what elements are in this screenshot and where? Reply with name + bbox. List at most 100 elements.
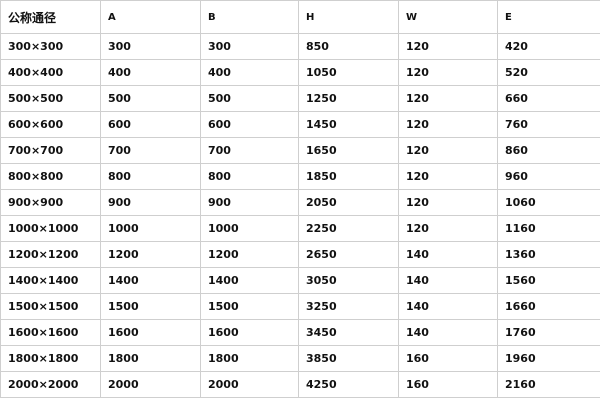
table-cell: 1160 xyxy=(497,215,600,243)
table-cell: 600 xyxy=(200,111,299,139)
table-cell: 3050 xyxy=(298,267,399,295)
table-row: 600×600 600 600 1450 120 760 xyxy=(0,111,600,139)
header-row: 公称通径 A B H W E xyxy=(0,0,600,35)
table-cell: 1400 xyxy=(200,267,299,295)
table-cell: 1500 xyxy=(100,293,201,321)
table-cell: 700 xyxy=(200,137,299,165)
table-cell: 500 xyxy=(200,85,299,113)
table-cell: 120 xyxy=(398,33,498,61)
table-cell: 1250 xyxy=(298,85,399,113)
table-cell: 1650 xyxy=(298,137,399,165)
table-cell: 700 xyxy=(100,137,201,165)
table-cell: 160 xyxy=(398,345,498,372)
table-cell: 900 xyxy=(200,189,299,217)
table-cell: 1000 xyxy=(200,215,299,243)
table-cell: 760 xyxy=(497,111,600,139)
table-cell: 2000 xyxy=(100,370,201,399)
table-cell: 1200×1200 xyxy=(0,241,101,269)
table-cell: 1960 xyxy=(497,345,600,372)
table-cell: 160 xyxy=(398,370,498,399)
table-cell: 800×800 xyxy=(0,163,101,191)
table-cell: 1500×1500 xyxy=(0,293,101,321)
table-cell: 400 xyxy=(100,59,201,87)
table-cell: 1360 xyxy=(497,241,600,269)
table-cell: 120 xyxy=(398,111,498,139)
header-cell: H xyxy=(298,0,399,35)
table-cell: 400 xyxy=(200,59,299,87)
table-cell: 1560 xyxy=(497,267,600,295)
table-cell: 120 xyxy=(398,163,498,191)
table-cell: 1660 xyxy=(497,293,600,321)
table-cell: 900×900 xyxy=(0,189,101,217)
table-cell: 120 xyxy=(398,189,498,217)
table-cell: 1600 xyxy=(100,319,201,347)
table-cell: 900 xyxy=(100,189,201,217)
table-cell: 1000 xyxy=(100,215,201,243)
table-cell: 120 xyxy=(398,215,498,243)
table-cell: 500 xyxy=(100,85,201,113)
table-cell: 1800 xyxy=(200,345,299,372)
table-cell: 140 xyxy=(398,293,498,321)
table-cell: 300 xyxy=(200,33,299,61)
table-cell: 1760 xyxy=(497,319,600,347)
table-cell: 1850 xyxy=(298,163,399,191)
table-cell: 140 xyxy=(398,319,498,347)
table-row: 1800×1800 1800 1800 3850 160 1960 xyxy=(0,345,600,372)
table-row: 700×700 700 700 1650 120 860 xyxy=(0,137,600,165)
table-cell: 2000 xyxy=(200,370,299,399)
table-cell: 1400×1400 xyxy=(0,267,101,295)
table-cell: 2250 xyxy=(298,215,399,243)
table-cell: 120 xyxy=(398,59,498,87)
table-cell: 2160 xyxy=(497,370,600,399)
table-cell: 700×700 xyxy=(0,137,101,165)
table-cell: 860 xyxy=(497,137,600,165)
table-cell: 800 xyxy=(100,163,201,191)
table-cell: 600 xyxy=(100,111,201,139)
table-cell: 3850 xyxy=(298,345,399,372)
table-cell: 960 xyxy=(497,163,600,191)
header-cell: W xyxy=(398,0,498,35)
table-cell: 1000×1000 xyxy=(0,215,101,243)
table-cell: 300 xyxy=(100,33,201,61)
header-cell: E xyxy=(497,0,600,35)
table-cell: 1050 xyxy=(298,59,399,87)
table-row: 1400×1400 1400 1400 3050 140 1560 xyxy=(0,267,600,295)
header-cell: 公称通径 xyxy=(0,0,101,35)
table-row: 1500×1500 1500 1500 3250 140 1660 xyxy=(0,293,600,321)
table-row: 2000×2000 2000 2000 4250 160 2160 xyxy=(0,370,600,399)
table-cell: 3250 xyxy=(298,293,399,321)
table-cell: 2650 xyxy=(298,241,399,269)
table-cell: 1200 xyxy=(200,241,299,269)
table-cell: 2000×2000 xyxy=(0,370,101,399)
table-cell: 120 xyxy=(398,137,498,165)
table-cell: 1450 xyxy=(298,111,399,139)
header-cell: A xyxy=(100,0,201,35)
table-row: 1600×1600 1600 1600 3450 140 1760 xyxy=(0,319,600,347)
table-cell: 600×600 xyxy=(0,111,101,139)
table-cell: 140 xyxy=(398,267,498,295)
table-cell: 1600 xyxy=(200,319,299,347)
table-cell: 1800 xyxy=(100,345,201,372)
table-row: 300×300 300 300 850 120 420 xyxy=(0,33,600,61)
table-cell: 520 xyxy=(497,59,600,87)
table-cell: 1060 xyxy=(497,189,600,217)
table-cell: 2050 xyxy=(298,189,399,217)
table-cell: 850 xyxy=(298,33,399,61)
table-cell: 1200 xyxy=(100,241,201,269)
table-cell: 400×400 xyxy=(0,59,101,87)
table-cell: 3450 xyxy=(298,319,399,347)
table-cell: 1400 xyxy=(100,267,201,295)
table-cell: 420 xyxy=(497,33,600,61)
header-cell: B xyxy=(200,0,299,35)
table-cell: 800 xyxy=(200,163,299,191)
table-cell: 300×300 xyxy=(0,33,101,61)
table-cell: 1600×1600 xyxy=(0,319,101,347)
table-cell: 120 xyxy=(398,85,498,113)
table-cell: 1800×1800 xyxy=(0,345,101,372)
table-row: 1000×1000 1000 1000 2250 120 1160 xyxy=(0,215,600,243)
table-cell: 500×500 xyxy=(0,85,101,113)
table-row: 900×900 900 900 2050 120 1060 xyxy=(0,189,600,217)
